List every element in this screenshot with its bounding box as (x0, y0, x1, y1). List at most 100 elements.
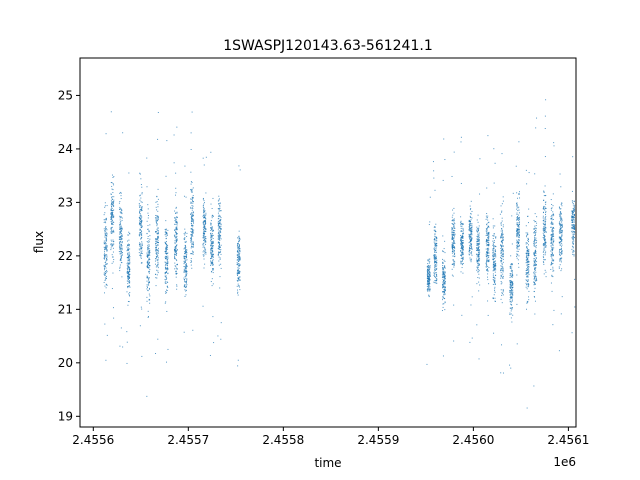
data-point (477, 236, 479, 238)
data-point (443, 274, 445, 276)
data-point (176, 222, 178, 224)
data-point (451, 274, 453, 276)
data-point (184, 255, 186, 257)
data-point (500, 237, 502, 239)
data-point (476, 324, 478, 326)
data-point (436, 240, 438, 242)
data-point (572, 242, 574, 244)
data-point (435, 254, 437, 256)
data-point (469, 230, 471, 232)
data-point (574, 231, 576, 233)
data-point (190, 207, 192, 209)
data-point (210, 236, 212, 238)
data-point (427, 273, 429, 275)
data-point (560, 248, 562, 250)
data-point (104, 266, 106, 268)
data-point (184, 228, 186, 230)
data-point (543, 244, 545, 246)
data-point (217, 247, 219, 249)
data-point (106, 248, 108, 250)
data-point (220, 263, 222, 265)
data-point (126, 262, 128, 264)
data-point (146, 157, 148, 159)
data-point (157, 215, 159, 217)
data-point (183, 277, 185, 279)
data-point (454, 235, 456, 237)
data-point (204, 215, 206, 217)
data-point (211, 254, 213, 255)
data-point (126, 331, 128, 333)
data-point (202, 198, 204, 200)
data-point (476, 219, 478, 221)
data-point (499, 257, 501, 259)
data-point (204, 230, 206, 232)
data-point (111, 203, 113, 205)
data-point (205, 228, 207, 230)
data-point (165, 257, 167, 259)
data-point (175, 194, 177, 196)
data-point (164, 273, 166, 275)
data-point (526, 257, 528, 259)
data-point (433, 239, 435, 241)
data-point (139, 173, 141, 175)
data-point (121, 238, 123, 240)
data-point (427, 263, 429, 265)
data-point (104, 279, 106, 281)
data-point (428, 296, 430, 298)
data-point (157, 256, 159, 258)
data-point (174, 256, 176, 258)
data-point (127, 248, 129, 250)
data-point (120, 195, 122, 197)
data-point (558, 267, 560, 269)
data-point (494, 254, 496, 256)
data-point (105, 230, 107, 232)
data-point (559, 237, 561, 239)
data-point (205, 238, 207, 240)
data-point (468, 250, 470, 252)
data-point (185, 282, 187, 284)
data-point (141, 207, 143, 209)
data-point (127, 248, 129, 250)
data-point (493, 261, 495, 263)
data-point (129, 281, 131, 283)
data-point (443, 290, 445, 292)
data-point (140, 218, 142, 220)
data-point (128, 285, 130, 287)
data-point (428, 269, 430, 271)
data-point (572, 220, 574, 222)
data-point (525, 259, 527, 261)
data-point (560, 217, 562, 219)
data-point (126, 280, 128, 282)
data-point (119, 240, 121, 242)
data-point (155, 248, 157, 250)
data-point (451, 234, 453, 236)
data-point (516, 192, 518, 194)
data-point (127, 287, 129, 289)
data-point (526, 276, 528, 278)
data-point (120, 234, 122, 236)
data-point (119, 231, 121, 233)
data-point (155, 353, 157, 354)
data-point (140, 255, 142, 257)
y-tick-label: 22 (58, 249, 73, 263)
data-point (544, 252, 546, 254)
data-point (126, 264, 128, 266)
data-point (526, 284, 528, 286)
data-point (210, 227, 212, 229)
data-point (543, 205, 545, 207)
data-point (155, 247, 157, 249)
data-point (112, 198, 113, 200)
data-point (444, 277, 446, 279)
data-point (559, 242, 561, 244)
data-point (527, 258, 529, 260)
data-point (212, 247, 214, 249)
data-point (140, 306, 142, 308)
data-point (138, 248, 140, 250)
data-point (435, 272, 437, 274)
data-point (533, 272, 535, 274)
data-point (476, 261, 478, 263)
data-point (218, 221, 220, 223)
data-point (487, 241, 489, 243)
data-point (444, 283, 446, 285)
data-point (509, 294, 511, 296)
